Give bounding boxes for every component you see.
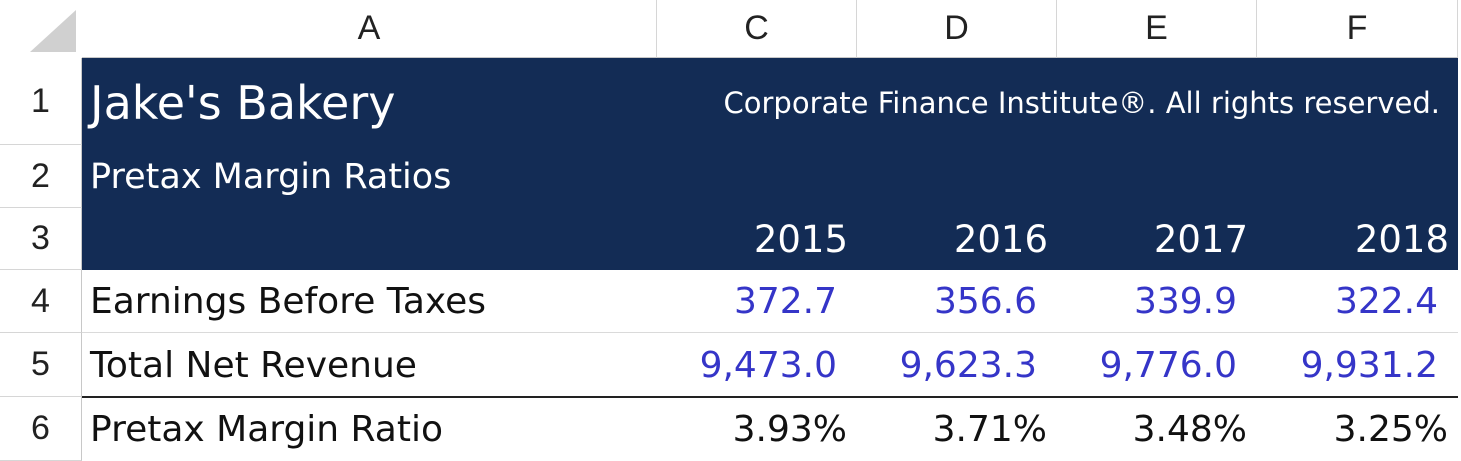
column-header[interactable]: F [1257,0,1458,58]
column-header[interactable]: D [857,0,1057,58]
row-number[interactable]: 2 [0,145,82,208]
value: 3.71% [932,408,1047,450]
year: 2017 [1153,217,1248,261]
column-header[interactable]: E [1057,0,1257,58]
value: 322.4 [1334,281,1438,322]
copyright: Corporate Finance Institute®. All rights… [723,85,1441,120]
value: 3.25% [1333,408,1448,450]
value: 356.6 [933,281,1037,322]
value: 9,473.0 [699,344,837,386]
subtitle: Pretax Margin Ratios [90,156,452,197]
column-header[interactable]: A [82,0,657,58]
value: 339.9 [1133,281,1237,322]
year: 2015 [753,217,848,261]
title: Jake's Bakery [90,75,396,130]
select-all-corner[interactable] [0,0,82,58]
row-label: Total Net Revenue [90,344,417,386]
row-label: Earnings Before Taxes [90,281,486,322]
value: 9,623.3 [899,344,1037,386]
year: 2016 [953,217,1048,261]
row-border [82,396,1458,398]
row-number[interactable]: 5 [0,333,82,397]
value: 372.7 [733,281,837,322]
year: 2018 [1354,217,1449,261]
column-header[interactable]: C [657,0,857,58]
value: 9,931.2 [1300,344,1438,386]
row-label: Pretax Margin Ratio [90,408,443,450]
row-number[interactable]: 3 [0,208,82,270]
row-number[interactable]: 4 [0,270,82,333]
header-band [82,58,1458,270]
grid-line [82,332,1458,333]
value: 9,776.0 [1099,344,1237,386]
value: 3.93% [732,408,847,450]
row-number[interactable]: 1 [0,58,82,145]
row-number[interactable]: 6 [0,397,82,461]
value: 3.48% [1132,408,1247,450]
